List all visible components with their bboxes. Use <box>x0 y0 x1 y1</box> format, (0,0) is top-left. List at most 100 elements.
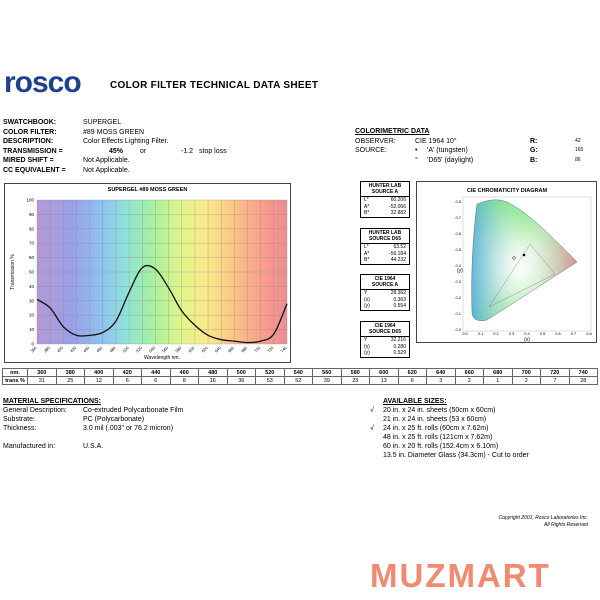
table-cell-trans: 39 <box>312 376 342 385</box>
cie-y-tick: 0.8 <box>455 199 461 204</box>
list-item: √ 20 in. x 24 in. sheets (50cm x 60cm) <box>370 406 529 415</box>
cie-triangle <box>488 243 556 308</box>
table-cell-trans: 23 <box>340 376 370 385</box>
table-cell-trans: 12 <box>84 376 114 385</box>
material-row: General Description: Co-extruded Polycarb… <box>3 406 183 415</box>
spec-row-color-filter: COLOR FILTER: #89 MOSS GREEN <box>3 128 343 138</box>
cie-key: (y) <box>364 303 370 309</box>
hunter-subtitle: SOURCE A <box>371 189 399 195</box>
spec-row-swatchbook: SWATCHBOOK: SUPERGEL <box>3 118 343 128</box>
cie-key: (y) <box>364 350 370 356</box>
spec-row-mired-shift: MIRED SHIFT = Not Applicable. <box>3 156 343 166</box>
r-value: 42 <box>575 137 581 144</box>
r-label: R: <box>530 137 538 145</box>
table-cell-nm: 680 <box>483 368 513 377</box>
row-label-nm: nm. <box>2 368 28 377</box>
chart-title: SUPERGEL #89 MOSS GREEN <box>107 187 188 193</box>
table-cell-nm: 380 <box>55 368 85 377</box>
cie-key: Y <box>364 290 368 296</box>
material-specifications: MATERIAL SPECIFICATIONS: General Descrip… <box>3 397 183 451</box>
table-row-trans: trans % 31 25 12 6 6 8 16 36 53 52 39 23 13 6 3 2 1 2 7 28 <box>2 376 598 385</box>
list-item: √ 24 in. x 25 ft. rolls (60cm x 7.62m) <box>370 424 529 433</box>
cie-subtitle: SOURCE D65 <box>369 329 401 335</box>
transmission-table: nm. 360 380 400 420 440 460 480 500 520 540 560 580… <box>2 368 598 385</box>
cie-key: (x) <box>364 343 370 350</box>
table-cell-nm: 460 <box>169 368 199 377</box>
cie-y-tick: 0.7 <box>455 215 461 220</box>
x-tick-label: 380 <box>43 345 52 354</box>
copyright: Copyright 2001, Rosco Laboratories Inc. … <box>452 515 589 529</box>
y-tick-label: 10 <box>29 327 35 332</box>
x-tick-label: 520 <box>135 345 144 354</box>
spectral-chart-svg: 0 10 20 30 40 50 60 70 80 90 100 360 380 400 420 440 46… <box>10 198 288 362</box>
table-cell-trans: 8 <box>169 376 199 385</box>
x-tick-label: 740 <box>279 345 288 354</box>
spec-row-description: DESCRIPTION: Color Effects Lighting Filt… <box>3 137 343 147</box>
table-cell-nm: 480 <box>198 368 228 377</box>
table-cell-nm: 700 <box>511 368 541 377</box>
x-tick-label: 460 <box>95 345 104 354</box>
b-label: B: <box>530 156 538 164</box>
hunter-subtitle: SOURCE D65 <box>369 236 401 242</box>
cie-x-label: (x) <box>524 337 530 343</box>
table-row-nm: nm. 360 380 400 420 440 460 480 500 520 540 560 580… <box>2 368 598 377</box>
spec-table: SWATCHBOOK: SUPERGEL COLOR FILTER: #89 M… <box>3 118 343 175</box>
table-cell-nm: 740 <box>568 368 598 377</box>
material-key: General Description: <box>3 407 67 414</box>
x-tick-label: 500 <box>122 345 131 354</box>
cie-y-tick: 0.2 <box>455 295 461 300</box>
cie-chromaticity-diagram: CIE CHROMATICITY DIAGRAM (y) (x) 0.0 0.0 0… <box>416 181 597 343</box>
x-tick-label: 360 <box>29 345 38 354</box>
cie-y-tick: 0.3 <box>455 279 461 284</box>
spec-value: SUPERGEL <box>83 119 122 126</box>
material-key: Substrate: <box>3 416 35 423</box>
hunter-lab-a: HUNTER LAB SOURCE A L* 60.206 A* -52.066 B*… <box>360 181 410 218</box>
y-tick-label: 80 <box>29 226 35 231</box>
material-key: Thickness: <box>3 425 37 432</box>
cie-x-tick: 0.7 <box>571 331 577 336</box>
table-cell-trans: 7 <box>540 376 570 385</box>
cie-value: 0.554 <box>393 303 406 309</box>
spec-row-cc-equivalent: CC EQUIVALENT = Not Applicable. <box>3 166 343 176</box>
x-tick-label: 480 <box>108 345 117 354</box>
material-key: Manufactured in: <box>3 443 56 450</box>
transmission-percent: 45% <box>108 147 123 155</box>
x-tick-label: 620 <box>200 345 209 354</box>
y-tick-label: 50 <box>29 270 35 275</box>
material-value: U.S.A. <box>83 443 104 450</box>
hunter-key: L* <box>364 197 369 203</box>
table-cell-nm: 640 <box>426 368 456 377</box>
cie-value: 28.362 <box>390 290 406 296</box>
hunter-value: -52.066 <box>389 203 406 210</box>
x-tick-label: 640 <box>214 345 223 354</box>
cie-x-tick: 0.1 <box>478 331 484 336</box>
table-cell-nm: 660 <box>454 368 484 377</box>
check-icon <box>370 451 383 460</box>
x-tick-label: 400 <box>56 345 65 354</box>
hunter-lab-d65: HUNTER LAB SOURCE D65 L* 63.52 A* -56.184 B… <box>360 228 410 265</box>
y-tick-label: 20 <box>29 313 35 318</box>
cie-title: CIE CHROMATICITY DIAGRAM <box>467 188 548 194</box>
spec-value: Color Effects Lighting Filter. <box>83 138 169 145</box>
list-item: 60 in. x 20 ft. rolls (152.4cm x 6.10m) <box>370 442 529 451</box>
table-cell-trans: 53 <box>255 376 285 385</box>
hunter-title: HUNTER LAB <box>368 183 402 189</box>
y-tick-label: 100 <box>26 198 34 203</box>
cie-title: CIE 1964 <box>374 323 396 329</box>
hunter-key: A* <box>364 203 370 210</box>
hunter-key: B* <box>364 257 370 263</box>
transmission-series-line <box>36 264 288 344</box>
g-label: G: <box>530 147 538 154</box>
page-title: COLOR FILTER TECHNICAL DATA SHEET <box>110 80 319 91</box>
x-tick-label: 700 <box>253 345 262 354</box>
hunter-value: 44.232 <box>390 257 406 263</box>
size-text: 48 in. x 25 ft. rolls (121cm x 7.62m) <box>383 434 493 441</box>
y-tick-label: 70 <box>29 241 35 246</box>
spec-key: COLOR FILTER: <box>3 128 57 136</box>
table-cell-trans: 28 <box>568 376 598 385</box>
bullet-hollow-icon: ° <box>415 156 418 164</box>
table-cell-nm: 600 <box>369 368 399 377</box>
stop-label: stop loss <box>199 147 227 155</box>
table-cell-trans: 3 <box>426 376 456 385</box>
table-cell-trans: 2 <box>511 376 541 385</box>
